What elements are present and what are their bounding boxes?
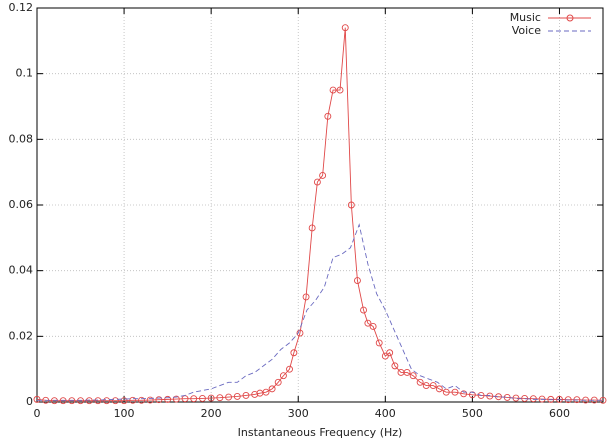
data-point — [422, 382, 430, 390]
data-point — [435, 385, 443, 393]
data-point — [198, 394, 206, 402]
series-line — [37, 223, 603, 401]
data-point — [274, 378, 282, 386]
data-point — [94, 397, 102, 405]
x-tick-label: 400 — [375, 407, 396, 420]
data-point — [251, 390, 259, 398]
data-point — [242, 391, 250, 399]
data-point — [486, 392, 494, 400]
data-point — [296, 329, 304, 337]
data-point — [172, 395, 180, 403]
data-point — [375, 339, 383, 347]
data-point — [360, 306, 367, 314]
data-point — [364, 319, 372, 327]
legend-marker — [566, 14, 574, 22]
x-tick-label: 0 — [34, 407, 41, 420]
x-tick-label: 200 — [201, 407, 222, 420]
x-axis-label: Instantaneous Frequency (Hz) — [238, 426, 403, 439]
data-point — [155, 396, 163, 404]
data-point — [268, 385, 276, 393]
data-point — [111, 397, 119, 405]
data-point — [416, 378, 424, 386]
legend-label: Music — [510, 11, 541, 24]
y-tick-label: 0.02 — [9, 329, 34, 342]
data-point — [308, 224, 316, 232]
series-line — [36, 27, 604, 402]
data-point — [391, 362, 399, 370]
data-point — [138, 396, 145, 404]
data-point — [262, 388, 270, 396]
data-point — [429, 382, 437, 390]
data-point — [381, 352, 389, 360]
data-point — [290, 349, 298, 357]
data-point — [324, 112, 332, 120]
data-point — [347, 201, 355, 209]
data-point — [403, 369, 411, 376]
data-point — [460, 390, 468, 398]
data-point — [369, 323, 377, 330]
data-point — [386, 349, 394, 357]
data-point — [313, 178, 321, 186]
data-point — [103, 397, 111, 405]
data-point — [529, 395, 537, 403]
data-point — [59, 397, 67, 405]
data-point — [451, 388, 459, 396]
data-point — [319, 171, 327, 179]
y-tick-label: 0.08 — [9, 132, 34, 145]
x-tick-label: 100 — [114, 407, 135, 420]
data-point — [336, 86, 344, 94]
y-tick-label: 0.04 — [9, 264, 34, 277]
data-point — [33, 395, 41, 403]
data-point — [353, 277, 361, 284]
data-point — [477, 391, 485, 399]
data-point — [225, 393, 233, 401]
y-tick-label: 0.12 — [9, 1, 34, 14]
data-point — [68, 397, 76, 405]
data-point — [190, 395, 198, 403]
data-point — [341, 24, 349, 32]
x-tick-label: 600 — [549, 407, 570, 420]
data-point — [207, 394, 215, 402]
data-point — [286, 365, 293, 373]
y-tick-label: 0.1 — [16, 67, 34, 80]
data-point — [129, 396, 137, 404]
y-tick-label: 0.06 — [9, 198, 34, 211]
data-point — [233, 392, 241, 400]
data-point — [85, 397, 93, 405]
legend-label: Voice — [512, 24, 542, 37]
data-point — [164, 395, 172, 403]
plot-frame — [36, 7, 604, 403]
data-point — [146, 396, 154, 404]
y-tick-label: 0 — [26, 395, 33, 408]
data-point — [409, 372, 417, 380]
data-point — [442, 388, 450, 396]
data-point — [216, 394, 224, 402]
data-point — [120, 397, 128, 405]
data-point — [302, 293, 310, 301]
data-point — [329, 86, 337, 94]
x-tick-label: 500 — [462, 407, 483, 420]
data-point — [279, 372, 287, 380]
data-point — [556, 395, 563, 403]
x-tick-label: 300 — [288, 407, 309, 420]
